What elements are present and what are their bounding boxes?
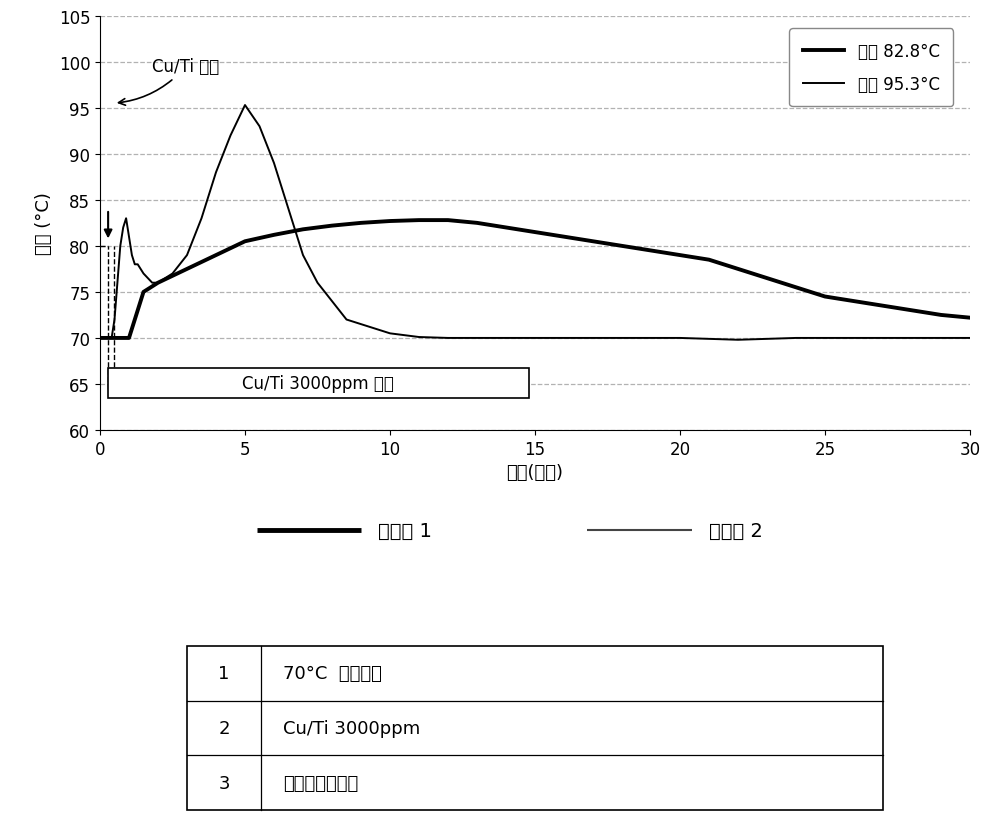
Text: 2: 2 bbox=[218, 719, 230, 737]
Text: 比较例 2: 比较例 2 bbox=[709, 522, 763, 540]
Text: 温度变化的确认: 温度变化的确认 bbox=[283, 773, 358, 792]
Text: 70°C  恒温保持: 70°C 恒温保持 bbox=[283, 665, 382, 682]
Legend: 最大 82.8°C, 最大 95.3°C: 最大 82.8°C, 最大 95.3°C bbox=[789, 29, 953, 107]
X-axis label: 时间(分钟): 时间(分钟) bbox=[507, 464, 564, 482]
Bar bbox=[187, 646, 883, 810]
Text: Cu/Ti 3000ppm: Cu/Ti 3000ppm bbox=[283, 719, 420, 737]
Text: 比较例 1: 比较例 1 bbox=[378, 522, 432, 540]
Text: Cu/Ti 添加: Cu/Ti 添加 bbox=[119, 59, 219, 106]
Y-axis label: 温度 (°C): 温度 (°C) bbox=[35, 192, 53, 255]
Text: Cu/Ti 3000ppm 添加: Cu/Ti 3000ppm 添加 bbox=[242, 375, 394, 393]
Text: 1: 1 bbox=[218, 665, 230, 682]
Text: 3: 3 bbox=[218, 773, 230, 792]
Bar bbox=[108, 369, 529, 398]
